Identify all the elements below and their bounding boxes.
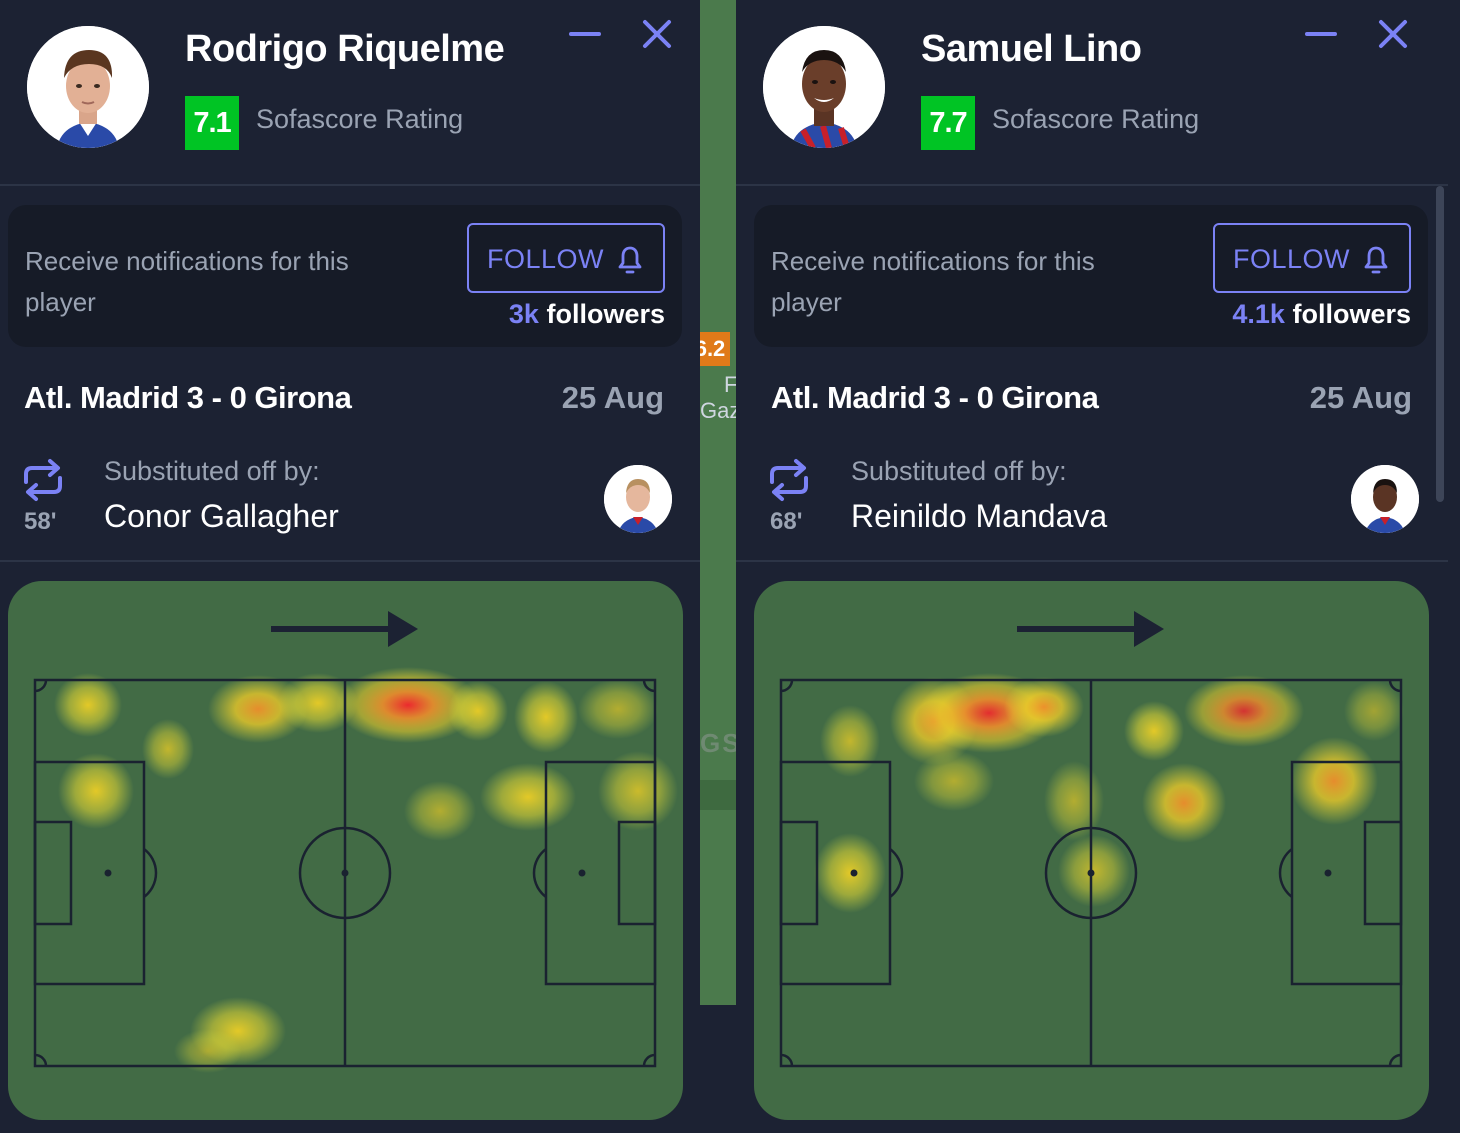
player-name: Rodrigo Riquelme [185,28,505,70]
player-name: Samuel Lino [921,28,1142,70]
bell-icon [617,245,643,282]
match-result-link[interactable]: Atl. Madrid 3 - 0 Girona [771,380,1099,415]
background-text: GS [700,728,736,758]
substitute-avatar[interactable] [1351,465,1419,533]
attack-direction-arrow-icon [1017,611,1164,647]
notifications-panel: Receive notifications for this player FO… [8,205,682,347]
follow-button[interactable]: FOLLOW [467,223,665,293]
player-avatar[interactable] [763,26,885,148]
scrollbar[interactable] [1436,186,1444,502]
substitution-minute: 58' [24,508,57,535]
background-footer [700,1005,736,1133]
substitution-label: Substituted off by: [851,456,1067,486]
follow-button[interactable]: FOLLOW [1213,223,1411,293]
heatmap-blobs [54,667,678,1073]
notifications-panel: Receive notifications for this player FO… [754,205,1428,347]
match-date: 25 Aug [561,380,664,415]
section-divider [0,560,700,562]
minimize-icon[interactable] [567,20,603,50]
rating-label: Sofascore Rating [992,104,1200,134]
follow-button-label: FOLLOW [1233,244,1351,274]
substitute-player-name[interactable]: Reinildo Mandava [851,498,1108,534]
background-rating-badge: 6.2 [700,332,730,366]
substitution-minute: 68' [770,508,803,535]
player-photo-icon [763,26,885,148]
player-header: Rodrigo Riquelme 7.1 Sofascore Rating [0,0,700,186]
substitution-icon [20,458,66,502]
followers-count: 4.1k followers [1232,299,1411,329]
follow-button-label: FOLLOW [487,244,605,274]
minimize-icon[interactable] [1303,20,1339,50]
close-icon[interactable] [636,14,676,54]
substitute-photo-icon [1351,465,1419,533]
bell-icon [1363,245,1389,282]
pitch-lines [779,678,1403,1068]
player-header: Samuel Lino 7.7 Sofascore Rating [736,0,1448,186]
substitution-label: Substituted off by: [104,456,320,486]
section-divider [736,560,1448,562]
background-text: F [724,372,736,397]
match-date: 25 Aug [1309,380,1412,415]
background-text: Gaz [700,398,736,423]
background-lineup-strip: 6.2 F Gaz GS [700,0,736,1133]
background-pitch-stripe [700,780,736,810]
heatmap-blobs [814,673,1404,913]
heatmap-pitch [779,611,1404,1068]
player-card-lino: Samuel Lino 7.7 Sofascore Rating Receive… [736,0,1448,1133]
rating-badge: 7.1 [185,96,239,150]
substitute-photo-icon [604,465,672,533]
notifications-text: Receive notifications for this player [771,246,1095,317]
player-card-riquelme: Rodrigo Riquelme 7.1 Sofascore Rating Re… [0,0,700,1133]
substitute-avatar[interactable] [604,465,672,533]
player-photo-icon [27,26,149,148]
heatmap-pitch [33,611,678,1073]
substitute-player-name[interactable]: Conor Gallagher [104,498,339,534]
followers-count: 3k followers [508,299,665,329]
rating-label: Sofascore Rating [256,104,464,134]
notifications-text: Receive notifications for this player [25,246,349,317]
heatmap [8,581,683,1120]
attack-direction-arrow-icon [271,611,418,647]
substitution-icon [766,458,812,502]
player-avatar[interactable] [27,26,149,148]
heatmap [754,581,1429,1120]
pitch-lines [33,678,657,1068]
match-result-link[interactable]: Atl. Madrid 3 - 0 Girona [24,380,352,415]
close-icon[interactable] [1372,14,1412,54]
rating-badge: 7.7 [921,96,975,150]
